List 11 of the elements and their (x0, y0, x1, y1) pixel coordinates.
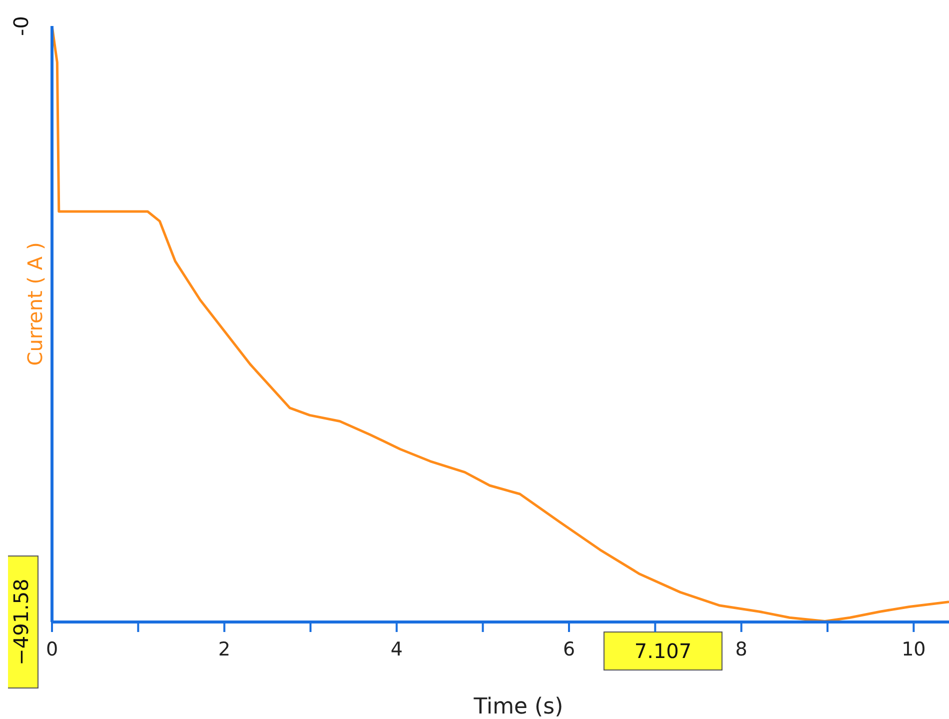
y-tick-label: -0 (9, 16, 33, 36)
y-axis-title: Current ( A ) (23, 242, 47, 366)
x-tick-label: 10 (902, 638, 926, 660)
x-tick-label: 8 (735, 638, 748, 660)
text: 7.107 (634, 639, 692, 663)
x-tick-label: 0 (46, 638, 58, 660)
x-axis-title: Time (s) (472, 694, 564, 719)
x-tick-label: 6 (562, 638, 576, 660)
x-tick-label: 2 (218, 638, 230, 660)
x-tick-label: 4 (390, 638, 403, 660)
y-tick-label: −491.58 (9, 578, 33, 666)
